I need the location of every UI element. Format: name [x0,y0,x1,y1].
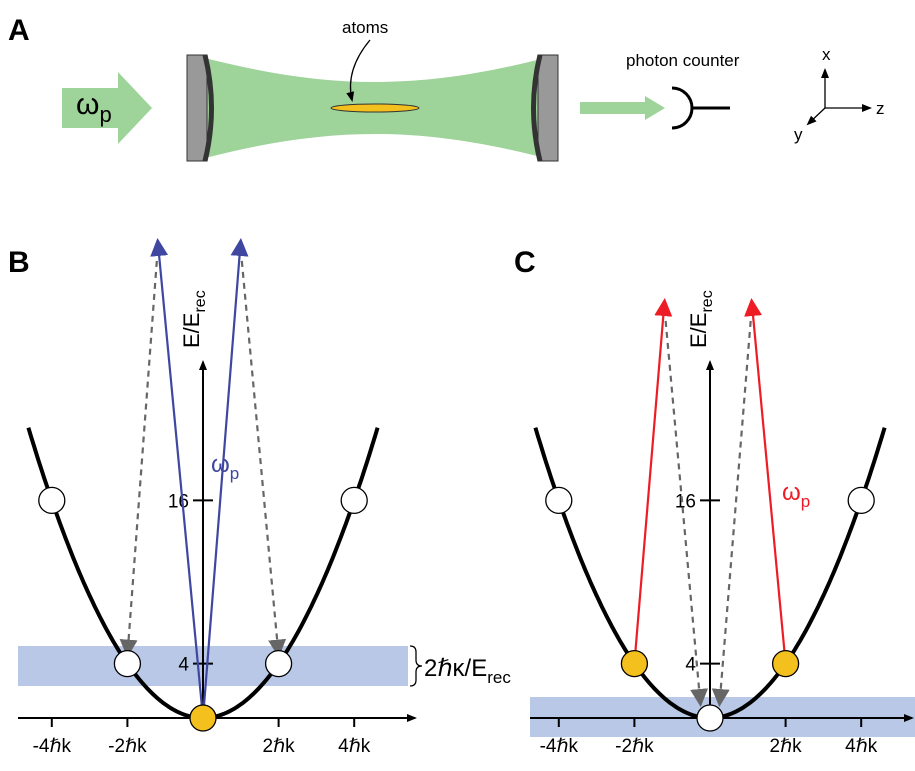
detector [671,86,694,130]
band-label-sub: rec [487,668,511,687]
occupied-state [189,704,217,732]
axis-x-label: x [822,45,831,64]
band-label: 2ℏκ/Erec [424,655,511,687]
y-axis-label: E/Erec [179,290,209,348]
mirror-surface [531,54,543,162]
detector-label: photon counter [626,51,740,70]
panel-label: B [8,246,30,279]
y-tick-label: 4 [178,655,189,676]
scatter-arrow [663,309,709,707]
brace [409,645,423,687]
y-tick-label: 4 [685,655,696,676]
mirror [537,54,559,162]
scatter-arrow [711,309,753,707]
x-tick-label: -2ℏk [108,736,147,757]
atoms-label: atoms [342,18,388,37]
y-tick-label: 16 [675,491,696,512]
x-tick-label: 4ℏk [845,736,878,757]
pump-arrow [633,298,673,664]
y-axis-label-sub: rec [192,290,209,312]
x-tick-label: 4ℏk [338,736,371,757]
empty-state [38,486,66,515]
scatter-arrow [119,249,159,658]
empty-state [264,649,293,678]
occupied-state [771,649,800,678]
panel-a: A ωp atoms photon counter x z y [8,14,885,162]
panel-label: A [8,14,30,47]
x-tick-label: -2ℏk [615,736,654,757]
pump-arrow [201,238,249,719]
panel-label: C [514,246,536,279]
y-axis-label-sub: rec [699,290,716,312]
pump-arrow [744,298,787,664]
y-axis-label-main: E/E [179,313,204,348]
pump-subscript: p [801,492,810,511]
band-label-main: 2ℏκ/E [424,655,487,682]
pump-symbol: ω [782,479,801,506]
x-tick-label: -4ℏk [540,736,579,757]
y-tick-label: 16 [168,491,189,512]
x-tick-label: 2ℏk [263,736,296,757]
axis-y [806,107,826,126]
occupied-state [620,649,649,678]
y-axis-label-main: E/E [686,313,711,348]
output-arrow [580,96,665,120]
empty-state [340,486,368,515]
x-tick-label: 2ℏk [770,736,803,757]
y-axis-label: E/Erec [686,290,716,348]
axis-z-label: z [876,99,885,118]
atoms-pointer [346,39,371,102]
pump-subscript: p [230,464,239,483]
panel-c: C E/Erec 16 4 -4ℏk -2ℏk 2ℏk 4ℏk ωp [514,246,915,757]
pump-arrow [62,72,152,144]
mirror [186,54,208,162]
empty-state [545,486,573,515]
pump-symbol: ω [211,451,230,478]
pump-arrow [150,238,205,719]
mirror-surface [202,54,214,162]
pump-label: ωp [76,88,112,127]
pump-label: ωp [782,479,810,511]
atoms [330,103,420,113]
empty-state [113,649,142,678]
empty-state [847,486,875,515]
pump-label: ωp [211,451,239,483]
empty-state [696,704,724,732]
energy-band [18,646,408,686]
axis-y-label: y [794,125,803,144]
scatter-arrow [239,249,287,658]
x-tick-label: -4ℏk [33,736,72,757]
